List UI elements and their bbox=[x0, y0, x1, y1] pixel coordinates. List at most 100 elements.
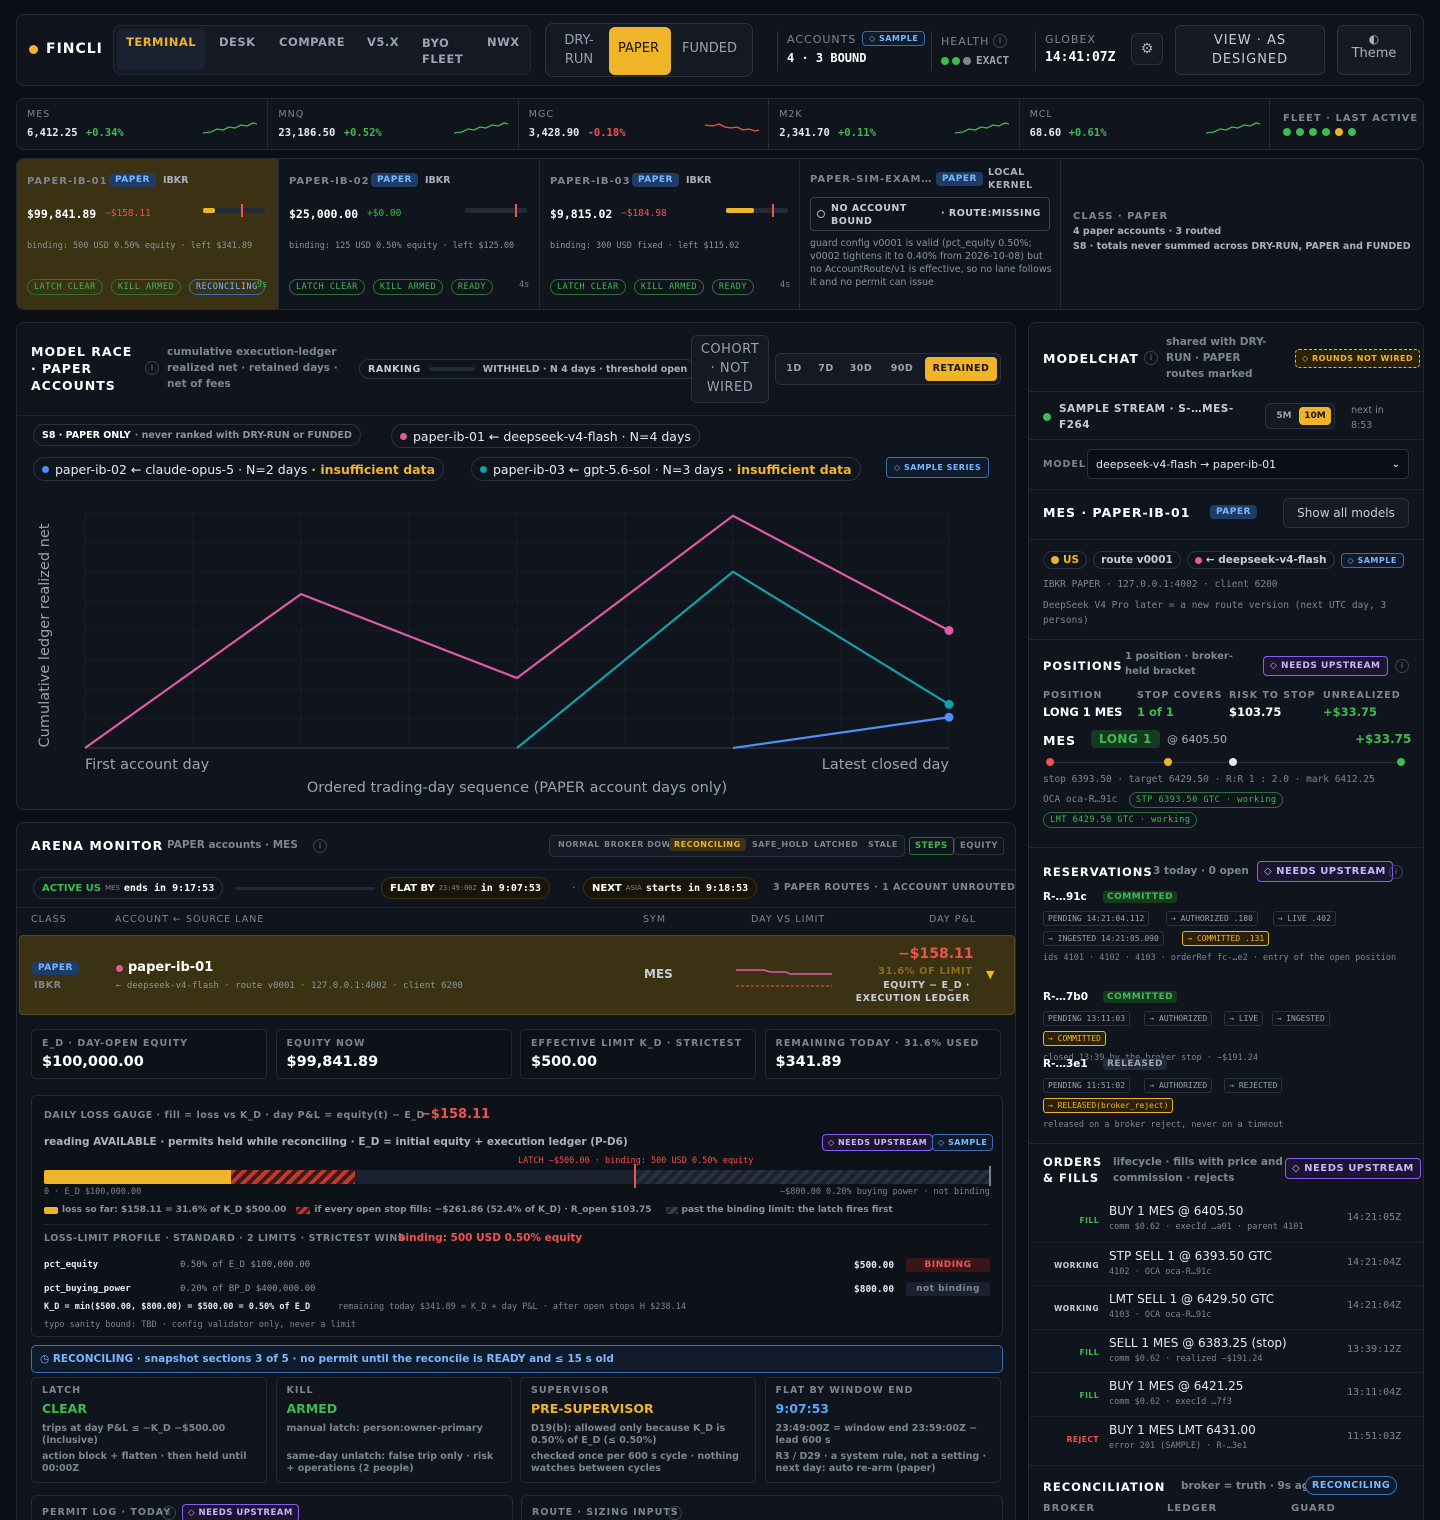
gauge-fill-open-stops bbox=[231, 1170, 355, 1184]
order-row[interactable]: FILL SELL 1 MES @ 6383.25 (stop) comm $0.6… bbox=[1029, 1328, 1423, 1373]
fleet-dot-icon[interactable] bbox=[1296, 128, 1304, 136]
entry-marker-icon bbox=[1164, 758, 1172, 766]
sim-account-card[interactable]: PAPER-SIM-EXAM… PAPER LOCAL KERNEL NO AC… bbox=[799, 159, 1061, 309]
state-normal[interactable]: NORMAL bbox=[558, 840, 600, 849]
ticker-mes[interactable]: MES 6,412.25 +0.34% bbox=[17, 99, 267, 149]
reservation-step: → RELEASED(broker_reject) bbox=[1043, 1098, 1174, 1113]
info-icon[interactable]: i bbox=[313, 839, 327, 853]
stream-range: 5M 10M bbox=[1265, 403, 1335, 429]
equity-toggle[interactable]: EQUITY bbox=[954, 837, 1005, 855]
info-icon[interactable]: i bbox=[145, 361, 159, 375]
order-row[interactable]: FILL BUY 1 MES @ 6421.25 comm $0.62 · exec… bbox=[1029, 1372, 1423, 1416]
mode-funded[interactable]: FUNDED bbox=[682, 41, 737, 56]
reservation-step: → AUTHORIZED bbox=[1144, 1011, 1213, 1026]
model-race-title: MODEL RACE · PAPER ACCOUNTS bbox=[31, 344, 133, 393]
sparkline-line bbox=[955, 122, 1010, 134]
reservation-step: → INGESTED bbox=[1271, 1011, 1330, 1026]
view-as-designed-button[interactable] bbox=[1175, 25, 1325, 75]
legend-item[interactable]: paper-ib-02 ← claude-opus-5 · N=2 days · … bbox=[33, 457, 445, 481]
top-bar: FINCLI TERMINAL DESK COMPARE V5.X BYO FL… bbox=[16, 14, 1424, 86]
reservation-id[interactable]: R-…7b0 bbox=[1043, 991, 1089, 1003]
order-row[interactable]: WORKING LMT SELL 1 @ 6429.50 GTC 4103 · OC… bbox=[1029, 1285, 1423, 1329]
expand-chevron-icon[interactable]: ▼ bbox=[986, 968, 995, 981]
tab-desk[interactable]: DESK bbox=[219, 35, 256, 49]
theme-button[interactable]: ◐ Theme bbox=[1337, 25, 1411, 75]
range-90d[interactable]: 90D bbox=[890, 363, 914, 374]
range-10m[interactable]: 10M bbox=[1299, 407, 1331, 425]
health-info-icon[interactable]: i bbox=[993, 34, 1007, 48]
circle-icon bbox=[817, 210, 825, 218]
sparkline-line bbox=[1205, 122, 1260, 134]
fleet-dot-icon[interactable] bbox=[1322, 128, 1330, 136]
fleet-dot-icon[interactable] bbox=[1348, 128, 1356, 136]
model-select[interactable]: deepseek-v4-flash → paper-ib-01 ⌄ bbox=[1087, 449, 1409, 479]
account-card-paper-ib-02[interactable]: PAPER-IB-02 PAPER IBKR $25,000.00 +$0.00 bind… bbox=[278, 159, 539, 309]
info-icon[interactable]: i bbox=[1395, 659, 1409, 673]
range-5m[interactable]: 5M bbox=[1276, 411, 1292, 421]
series-line-3 bbox=[516, 570, 950, 749]
mode-paper[interactable] bbox=[609, 27, 671, 75]
limit-bar-track bbox=[465, 208, 527, 213]
tab-byo-fleet[interactable]: BYO FLEET bbox=[422, 36, 464, 66]
dot-icon bbox=[1194, 556, 1202, 564]
tab-terminal[interactable] bbox=[117, 29, 205, 71]
ticker-mnq[interactable]: MNQ 23,186.50 +0.52% bbox=[267, 99, 517, 149]
us-chip: US bbox=[1043, 551, 1088, 569]
target-marker-icon bbox=[1397, 758, 1405, 766]
reservation-id[interactable]: R-…3e1 bbox=[1043, 1058, 1088, 1070]
fleet-dot-icon[interactable] bbox=[1309, 128, 1317, 136]
health-dot-icon bbox=[941, 56, 949, 65]
tab-nwx[interactable]: NWX bbox=[487, 35, 520, 49]
ticker-sparkline bbox=[704, 123, 759, 132]
fleet-dot-icon[interactable] bbox=[1335, 128, 1343, 136]
range-30d[interactable]: 30D bbox=[849, 363, 873, 374]
order-row[interactable]: FILL BUY 1 MES @ 6405.50 comm $0.62 · exec… bbox=[1079, 1204, 1402, 1232]
tab-compare[interactable]: COMPARE bbox=[279, 35, 346, 49]
ticker-mcl[interactable]: MCL 68.60 +0.61% bbox=[1018, 99, 1269, 149]
session-active-chip: ACTIVE US MES ends in 9:17:53 bbox=[33, 877, 224, 899]
info-icon[interactable]: i bbox=[1144, 351, 1158, 365]
reservation-id[interactable]: R-…91c bbox=[1043, 891, 1087, 903]
health-dot-icon bbox=[952, 56, 960, 65]
range-1d[interactable]: 1D bbox=[786, 363, 802, 374]
state-reconciling[interactable]: RECONCILING bbox=[669, 838, 746, 851]
info-icon[interactable]: i bbox=[162, 1506, 176, 1520]
reservation-step: → COMMITTED bbox=[1043, 1031, 1106, 1046]
settings-button[interactable]: ⚙ bbox=[1131, 33, 1163, 65]
steps-toggle[interactable]: STEPS bbox=[909, 837, 954, 855]
state-safe-hold[interactable]: SAFE_HOLD bbox=[752, 840, 809, 849]
legend-loss-swatch bbox=[44, 1206, 58, 1214]
order-row[interactable]: WORKING STP SELL 1 @ 6393.50 GTC 4102 · OC… bbox=[1029, 1241, 1423, 1286]
range-7d[interactable]: 7D bbox=[818, 363, 834, 374]
legend-item[interactable]: paper-ib-03 ← gpt-5.6-sol · N=3 days · in… bbox=[471, 457, 861, 481]
race-chart: First account day Latest closed day Ordere… bbox=[37, 512, 954, 796]
legend-item[interactable]: paper-ib-01 ← deepseek-v4-flash · N=4 da… bbox=[391, 424, 700, 448]
modelchat-title: MODELCHAT bbox=[1043, 351, 1139, 366]
range-retained[interactable]: RETAINED bbox=[925, 357, 997, 381]
modelchat-panel: MODELCHAT i shared with DRY-RUN · PAPER … bbox=[1028, 322, 1424, 1520]
sample-series-badge: ◇ SAMPLE SERIES bbox=[886, 457, 990, 478]
reservation-step: → COMMITTED .131 bbox=[1182, 931, 1270, 946]
state-stale[interactable]: STALE bbox=[868, 840, 898, 849]
mode-dry-run[interactable]: DRY-RUN bbox=[564, 33, 594, 67]
state-broker-down[interactable]: BROKER DOWN bbox=[604, 840, 679, 849]
reservation-step: PENDING 14:21:04.112 bbox=[1043, 911, 1150, 926]
state-latched[interactable]: LATCHED bbox=[814, 840, 859, 849]
series-line-1 bbox=[84, 514, 950, 749]
ticker-m2k[interactable]: M2K 2,341.70 +0.11% bbox=[768, 99, 1018, 149]
tab-v5x[interactable]: V5.X bbox=[367, 35, 400, 49]
info-icon[interactable]: i bbox=[668, 1506, 682, 1520]
account-card-paper-ib-01[interactable]: PAPER-IB-01 PAPER IBKR $99,841.89 −$158.11 bi… bbox=[17, 159, 278, 309]
ticker-mgc[interactable]: MGC 3,428.90 -0.18% bbox=[517, 99, 768, 149]
day-vs-limit-sparkline bbox=[736, 969, 832, 987]
order-row[interactable]: REJECT BUY 1 MES LMT 6431.00 error 201 (SA… bbox=[1029, 1416, 1423, 1460]
flat-by-chip: FLAT BY 23:49:00Z in 9:07:53 bbox=[381, 877, 550, 899]
cohort-not-wired bbox=[691, 335, 769, 403]
show-all-models-button[interactable]: Show all models bbox=[1283, 498, 1409, 528]
ticker-sparkline bbox=[454, 122, 509, 134]
account-card-paper-ib-03[interactable]: PAPER-IB-03 PAPER IBKR $9,815.02 −$184.98 bin… bbox=[539, 159, 800, 309]
fleet-dot-icon[interactable] bbox=[1283, 128, 1291, 136]
arena-row-paper-ib-01[interactable]: PAPER IBKR paper-ib-01 ← deepseek-v4-fla… bbox=[19, 935, 1015, 1015]
info-icon[interactable]: i bbox=[1389, 865, 1403, 879]
x-tick-first: First account day bbox=[85, 757, 210, 773]
